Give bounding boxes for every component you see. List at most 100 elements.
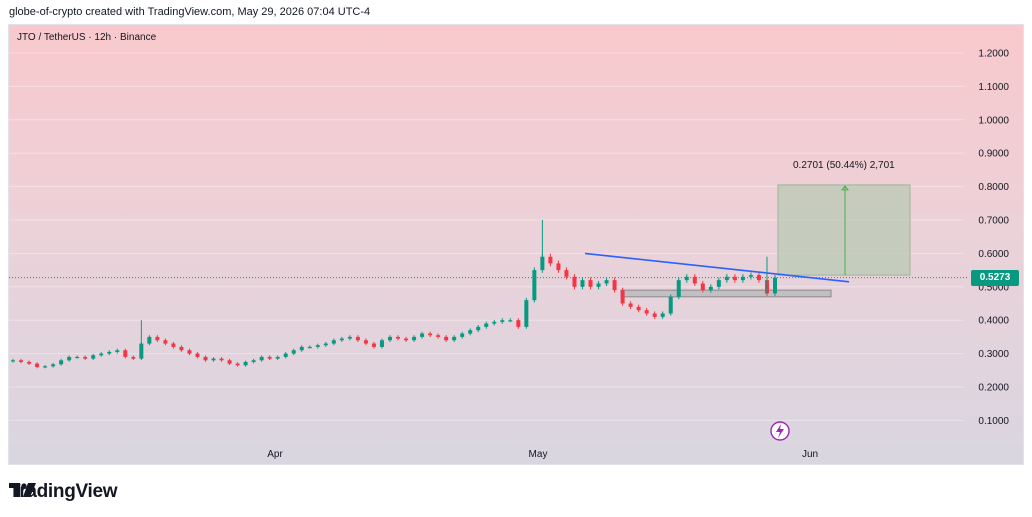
candle xyxy=(331,338,336,346)
candle xyxy=(516,318,521,329)
y-tick-label: 0.2000 xyxy=(978,383,1009,394)
candle-body xyxy=(412,336,417,341)
candle-body xyxy=(107,351,112,354)
candle-body xyxy=(147,336,152,344)
candle-body xyxy=(283,353,288,357)
candle-body xyxy=(468,330,473,334)
y-tick-label: 0.3000 xyxy=(978,349,1009,360)
candle-body xyxy=(564,270,569,277)
candle-body xyxy=(460,333,465,337)
candle xyxy=(307,345,312,349)
candle-body xyxy=(211,358,216,361)
candle-body xyxy=(43,366,48,368)
candle xyxy=(259,355,264,362)
tradingview-logo-icon xyxy=(9,483,36,497)
candle-body xyxy=(524,300,529,327)
candle xyxy=(323,341,328,347)
candle xyxy=(748,272,753,280)
price-chart[interactable]: 1.2000 1.1000 1.0000 0.9000 0.8000 0.7000 0.60… xyxy=(9,25,1024,465)
candle xyxy=(243,360,248,367)
candle-body xyxy=(716,280,721,287)
candle xyxy=(99,352,104,357)
candle xyxy=(452,335,457,342)
candle-body xyxy=(748,275,753,277)
candle-body xyxy=(556,263,561,271)
candle-body xyxy=(307,346,312,349)
candle xyxy=(147,335,152,346)
chart-area[interactable]: 1.2000 1.1000 1.0000 0.9000 0.8000 0.7000 0.60… xyxy=(8,24,1024,465)
candle xyxy=(75,355,80,359)
candle-body xyxy=(692,276,697,284)
candle xyxy=(179,345,184,352)
candle-body xyxy=(203,356,208,361)
candle-body xyxy=(580,280,585,287)
candle xyxy=(131,355,136,361)
candle xyxy=(219,357,224,362)
candle-body xyxy=(428,333,433,336)
candle-body xyxy=(67,356,72,361)
candle xyxy=(716,277,721,290)
candle-body xyxy=(323,343,328,346)
candle xyxy=(235,362,240,367)
candle xyxy=(588,277,593,290)
candle-body xyxy=(171,343,176,347)
candle-body xyxy=(756,275,761,281)
candle-body xyxy=(379,340,384,347)
candle xyxy=(444,335,449,342)
candle-body xyxy=(123,350,128,357)
candle xyxy=(468,328,473,336)
candles xyxy=(10,220,778,369)
candle xyxy=(51,362,56,368)
candle-body xyxy=(476,326,481,331)
candle-body xyxy=(660,313,665,317)
candle-body xyxy=(163,340,168,344)
candle-body xyxy=(187,350,192,354)
candle xyxy=(732,274,737,283)
candle xyxy=(636,304,641,313)
candle xyxy=(83,355,88,361)
candle xyxy=(548,253,553,267)
candle xyxy=(508,318,513,323)
candle xyxy=(620,287,625,306)
candle xyxy=(339,336,344,342)
descending-trendline xyxy=(584,252,850,283)
y-tick-label: 1.1000 xyxy=(978,82,1009,93)
candle-body xyxy=(636,306,641,311)
candle-body xyxy=(363,340,368,344)
candle-body xyxy=(27,361,32,364)
candle xyxy=(115,348,120,354)
candle xyxy=(756,272,761,283)
candle xyxy=(572,274,577,290)
y-tick-label: 0.8000 xyxy=(978,182,1009,193)
candle-body xyxy=(99,353,104,356)
candle-body xyxy=(179,346,184,351)
projection-label: 0.2701 (50.44%) 2,701 xyxy=(793,160,895,171)
candle-body xyxy=(155,336,160,341)
candle xyxy=(476,324,481,333)
candle-body xyxy=(436,335,441,337)
candle xyxy=(195,352,200,359)
candle xyxy=(652,311,657,319)
candle-body xyxy=(604,280,609,284)
candle xyxy=(19,358,24,364)
candle xyxy=(564,267,569,280)
y-tick-label: 0.4000 xyxy=(978,316,1009,327)
candle xyxy=(700,280,705,293)
candle xyxy=(580,277,585,290)
candle xyxy=(43,364,48,369)
y-tick-label: 0.6000 xyxy=(978,249,1009,260)
tradingview-logo[interactable]: TradingView xyxy=(9,481,118,503)
event-icon[interactable] xyxy=(770,421,790,441)
candle xyxy=(139,341,144,361)
candle-body xyxy=(139,343,144,359)
candle-body xyxy=(668,296,673,314)
candle-body xyxy=(612,280,617,291)
candle xyxy=(428,331,433,338)
symbol-title: JTO / TetherUS · 12h · Binance xyxy=(17,32,157,43)
candle xyxy=(387,335,392,342)
candle-body xyxy=(219,358,224,361)
candle xyxy=(484,321,489,329)
candle xyxy=(91,353,96,361)
candle xyxy=(371,341,376,349)
candle xyxy=(524,297,529,329)
